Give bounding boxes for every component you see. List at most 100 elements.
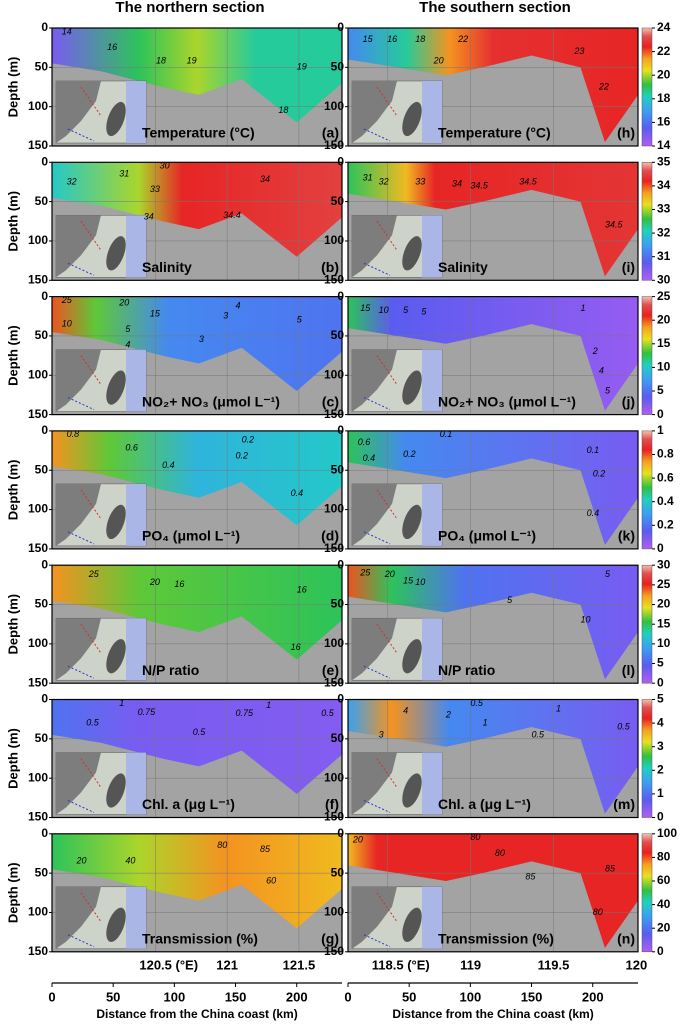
contour-label: 4	[403, 706, 408, 716]
y-tick-label: 0	[41, 692, 48, 706]
x-tick-label: 150	[225, 989, 247, 1004]
colorbar-tick-label: 1	[657, 423, 664, 437]
colorbar-tick-label: 22	[657, 44, 671, 58]
contour-label: 0.6	[125, 443, 138, 453]
y-tick-label: 100	[28, 636, 48, 650]
contour-label: 16	[174, 579, 184, 589]
contour-label: 22	[598, 81, 609, 91]
inset-land	[352, 215, 397, 278]
y-axis-label: Depth (m)	[5, 728, 20, 789]
contour-label: 2	[592, 346, 598, 356]
panel: 0 50 100 150 0.8 0.6 0.4 0.2 0.2 0.4 PO₄ (μmol L⁻¹…	[5, 423, 343, 555]
panel-letter: (a)	[322, 125, 339, 141]
colorbar-tick-label: 40	[657, 897, 671, 911]
inset-sea	[126, 81, 146, 143]
y-tick-label: 100	[28, 367, 48, 381]
colorbar-tick-label: 14	[657, 138, 671, 152]
x-tick-label: 0	[48, 989, 55, 1004]
y-tick-label: 100	[324, 636, 344, 650]
contour-label: 5	[297, 315, 303, 325]
inset-land	[56, 215, 101, 278]
contour-label: 80	[593, 907, 603, 917]
contour-label: 5	[421, 307, 427, 317]
inset-transect	[363, 800, 391, 813]
y-tick-label: 50	[35, 597, 49, 611]
y-tick-label: 0	[41, 423, 48, 437]
y-tick-label: 0	[337, 692, 344, 706]
y-tick-label: 0	[41, 826, 48, 840]
contour-label: 32	[379, 176, 389, 186]
contour-label: 18	[415, 34, 425, 44]
contour-label: 33	[415, 176, 425, 186]
inset-sea	[422, 618, 442, 681]
inset-land	[56, 752, 101, 815]
contour-label: 25	[88, 569, 100, 579]
contour-label: 0.75	[138, 707, 157, 717]
inset-transect	[376, 623, 398, 654]
y-axis-label: Depth (m)	[5, 862, 20, 923]
y-tick-label: 100	[28, 502, 48, 516]
colorbar-tick-label: 0	[657, 944, 664, 958]
y-tick-label: 150	[28, 407, 48, 421]
panel-frame	[51, 296, 343, 416]
colorbar-tick-label: 10	[657, 636, 671, 650]
panel-variable: N/P ratio	[438, 662, 495, 678]
colorbar-tick-label: 80	[657, 850, 671, 864]
panel: 0 50 100 150 15 16 18 20 22 23 22 Temperature (°C) (…	[324, 20, 671, 152]
colorbar-tick-label: 30	[657, 557, 671, 571]
panel-variable: Temperature (°C)	[142, 125, 255, 141]
inset-transect	[80, 489, 102, 520]
panel: 0 50 100 150 25 20 16 16 16 N/P ratio (e) Depth (m)	[5, 557, 343, 689]
y-tick-label: 0	[337, 557, 344, 571]
y-tick-label: 0	[41, 289, 48, 303]
inset-land	[56, 81, 101, 143]
colorbar-tick-label: 5	[657, 383, 664, 397]
colorbar-tick-label: 0	[657, 407, 664, 421]
inset-transect	[376, 221, 398, 251]
contour-label: 0.8	[67, 429, 80, 439]
colorbar-tick-label: 33	[657, 202, 671, 216]
panel-variable: Transmission (%)	[142, 931, 258, 947]
y-tick-label: 150	[28, 541, 48, 555]
inset-island	[402, 236, 422, 271]
lon-tick-label: 121	[216, 957, 238, 972]
contour-label: 34	[452, 179, 462, 189]
contour-label: 5	[605, 569, 611, 579]
inset-transect	[67, 397, 95, 411]
inset-island	[402, 773, 422, 808]
y-tick-label: 100	[28, 233, 48, 247]
colorbar	[641, 564, 653, 684]
inset-sea	[126, 349, 146, 412]
inset-sea	[422, 483, 442, 546]
x-tick-label: 0	[344, 989, 351, 1004]
inset-sea	[126, 886, 146, 949]
inset-transect	[363, 665, 391, 679]
contour-label: 80	[495, 848, 505, 858]
panel-letter: (f)	[325, 796, 339, 812]
inset-transect	[363, 128, 391, 142]
contour-label: 4	[125, 340, 130, 350]
panel: 0 50 100 150 14 16 18 19 19 18 Temperature (°C) (a)…	[5, 20, 343, 152]
colorbar	[641, 833, 653, 953]
contour-label: 31	[363, 172, 373, 182]
panel-frame	[51, 698, 343, 819]
contour-label: 20	[433, 55, 444, 65]
contour-label: 32	[67, 176, 77, 186]
y-axis-label: Depth (m)	[5, 325, 20, 386]
y-tick-label: 100	[324, 99, 344, 113]
inset-land	[56, 618, 101, 681]
panel-letter: (k)	[618, 528, 635, 544]
colorbar-tick-label: 20	[657, 597, 671, 611]
inset-island	[402, 907, 422, 942]
panel: 0 50 100 150 20 80 80 85 85 80 Transmission (%) (n)…	[324, 826, 677, 958]
inset-transect	[376, 892, 398, 923]
y-tick-label: 0	[41, 20, 48, 34]
x-tick-label: 50	[402, 989, 416, 1004]
panel-letter: (g)	[321, 931, 339, 947]
inset-land	[352, 752, 397, 815]
y-tick-label: 100	[324, 905, 344, 919]
panel: 0 50 100 150 20 40 80 85 60 Transmission (%) (g) De…	[5, 826, 343, 958]
y-tick-label: 150	[28, 272, 48, 286]
